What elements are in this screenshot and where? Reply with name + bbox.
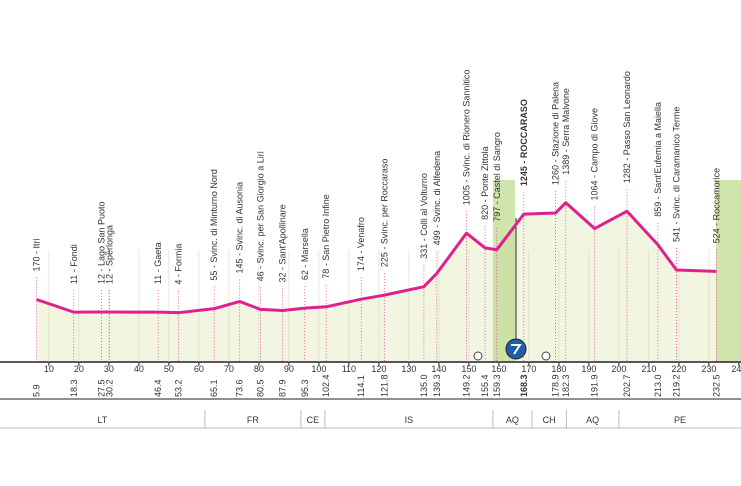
x-tick-label: 90 (284, 364, 294, 374)
km-label: 95.3 (300, 379, 310, 397)
km-label: 30.2 (105, 379, 115, 397)
x-tick-label: 40 (134, 364, 144, 374)
waypoint-label: 1064 - Campo di Giove (590, 108, 600, 201)
region-label: LT (98, 415, 108, 425)
profile-area (36, 202, 717, 362)
km-label: 139.3 (432, 374, 442, 397)
km-label: 46.4 (153, 379, 163, 397)
x-tick-label: 230 (701, 364, 716, 374)
km-label: 168.3 (519, 374, 529, 397)
region-label: CH (543, 415, 556, 425)
region-label: IS (405, 415, 414, 425)
waypoint-label: 12 - Sperlonga (105, 225, 115, 284)
waypoint-label: 4 - Formia (174, 244, 184, 285)
climb-shade (493, 180, 515, 362)
x-tick-label: 30 (104, 364, 114, 374)
x-tick-label: 60 (194, 364, 204, 374)
x-tick-label: 200 (611, 364, 626, 374)
km-label: 5.9 (32, 384, 42, 397)
km-label: 80.5 (255, 379, 265, 397)
km-label: 87.9 (278, 379, 288, 397)
waypoint-label: 1282 - Passo San Leonardo (622, 71, 632, 183)
x-tick-label: 190 (581, 364, 596, 374)
region-label: FR (247, 415, 259, 425)
waypoint-label: 859 - Sant'Eufemia a Maiella (653, 102, 663, 217)
x-tick-label: 160 (491, 364, 506, 374)
waypoint-label: 1245 - ROCCARASO (519, 99, 529, 186)
km-label: 73.6 (235, 379, 245, 397)
waypoint-label: 820 - Ponte Zittola (480, 146, 490, 220)
kom-badge (473, 218, 551, 361)
x-tick-label: 150 (461, 364, 476, 374)
km-label: 202.7 (622, 374, 632, 397)
x-tick-label: 220 (671, 364, 686, 374)
x-tick-label: 210 (641, 364, 656, 374)
x-tick-label: 20 (74, 364, 84, 374)
x-tick-label: 70 (224, 364, 234, 374)
x-tick-label: 130 (401, 364, 416, 374)
waypoint-label: 12 - Lago San Puoto (96, 201, 106, 284)
x-tick-label: 140 (431, 364, 446, 374)
x-tick-label: 110 (342, 364, 356, 374)
region-label: CE (307, 415, 320, 425)
x-tick-label: 180 (551, 364, 566, 374)
km-label: 149.2 (462, 374, 472, 397)
km-label: 121.8 (379, 374, 389, 397)
waypoint-label: 62 - Marsella (300, 228, 310, 280)
waypoint-label: 11 - Fondi (69, 244, 79, 284)
waypoint-label: 46 - Svinc. per San Giorgio a Liri (255, 151, 265, 281)
climb-shade (716, 180, 741, 362)
x-tick-label: 170 (521, 364, 536, 374)
area-fill (36, 202, 717, 362)
km-label: 159.3 (492, 374, 502, 397)
region-label: AQ (506, 415, 519, 425)
km-label: 232.5 (711, 374, 721, 397)
x-tick-label: 240 (731, 364, 741, 374)
waypoint-label: 541 - Svinc. di Caramanico Terme (672, 107, 682, 242)
x-tick-label: 120 (371, 364, 386, 374)
waypoint-label: 55 - Svinc. di Minturno Nord (209, 169, 219, 281)
km-label: 135.0 (419, 374, 429, 397)
km-label: 178.9 (551, 374, 561, 397)
km-label: 191.9 (590, 374, 600, 397)
waypoint-label: 1260 - Stazione di Palena (551, 82, 561, 185)
x-tick-label: 50 (164, 364, 174, 374)
x-tick-label: 100 (311, 364, 326, 374)
km-label: 18.3 (69, 379, 79, 397)
waypoint-label: 170 - Itri (32, 238, 42, 271)
region-label: AQ (586, 415, 599, 425)
region-label: PE (674, 415, 686, 425)
waypoint-label: 145 - Svinc. di Ausonia (235, 182, 245, 274)
km-label: 27.5 (96, 379, 106, 397)
x-tick-label: 80 (254, 364, 264, 374)
km-label: 114.1 (356, 375, 366, 397)
waypoint-label: 174 - Venafro (356, 217, 366, 271)
km-label: 102.4 (321, 374, 331, 397)
waypoint-label: 331 - Colli al Volturno (419, 173, 429, 259)
waypoint-label: 78 - San Pietro Infine (321, 194, 331, 279)
km-label: 219.2 (672, 374, 682, 397)
waypoint-label: 32 - Sant'Apollinare (278, 204, 288, 282)
waypoint-label: 1005 - Svinc. di Rionero Sannitico (462, 70, 472, 206)
waypoint-label: 499 - Svinc. di Alfedena (432, 151, 442, 246)
waypoint-label: 524 - Roccamorice (711, 168, 721, 244)
km-label: 213.0 (653, 374, 663, 397)
waypoint-label: 797 - Castel di Sangro (492, 132, 502, 222)
waypoint-label: 225 - Svinc. per Roccaraso (379, 159, 389, 268)
waypoint-label: 11 - Gaeta (153, 242, 163, 284)
km-label: 155.4 (480, 374, 490, 397)
x-tick-label: 10 (44, 364, 54, 374)
waypoint-label: 1389 - Serra Malvone (561, 88, 571, 175)
km-label: 53.2 (174, 379, 184, 397)
km-label: 182.3 (561, 374, 571, 397)
km-label: 65.1 (209, 379, 219, 397)
